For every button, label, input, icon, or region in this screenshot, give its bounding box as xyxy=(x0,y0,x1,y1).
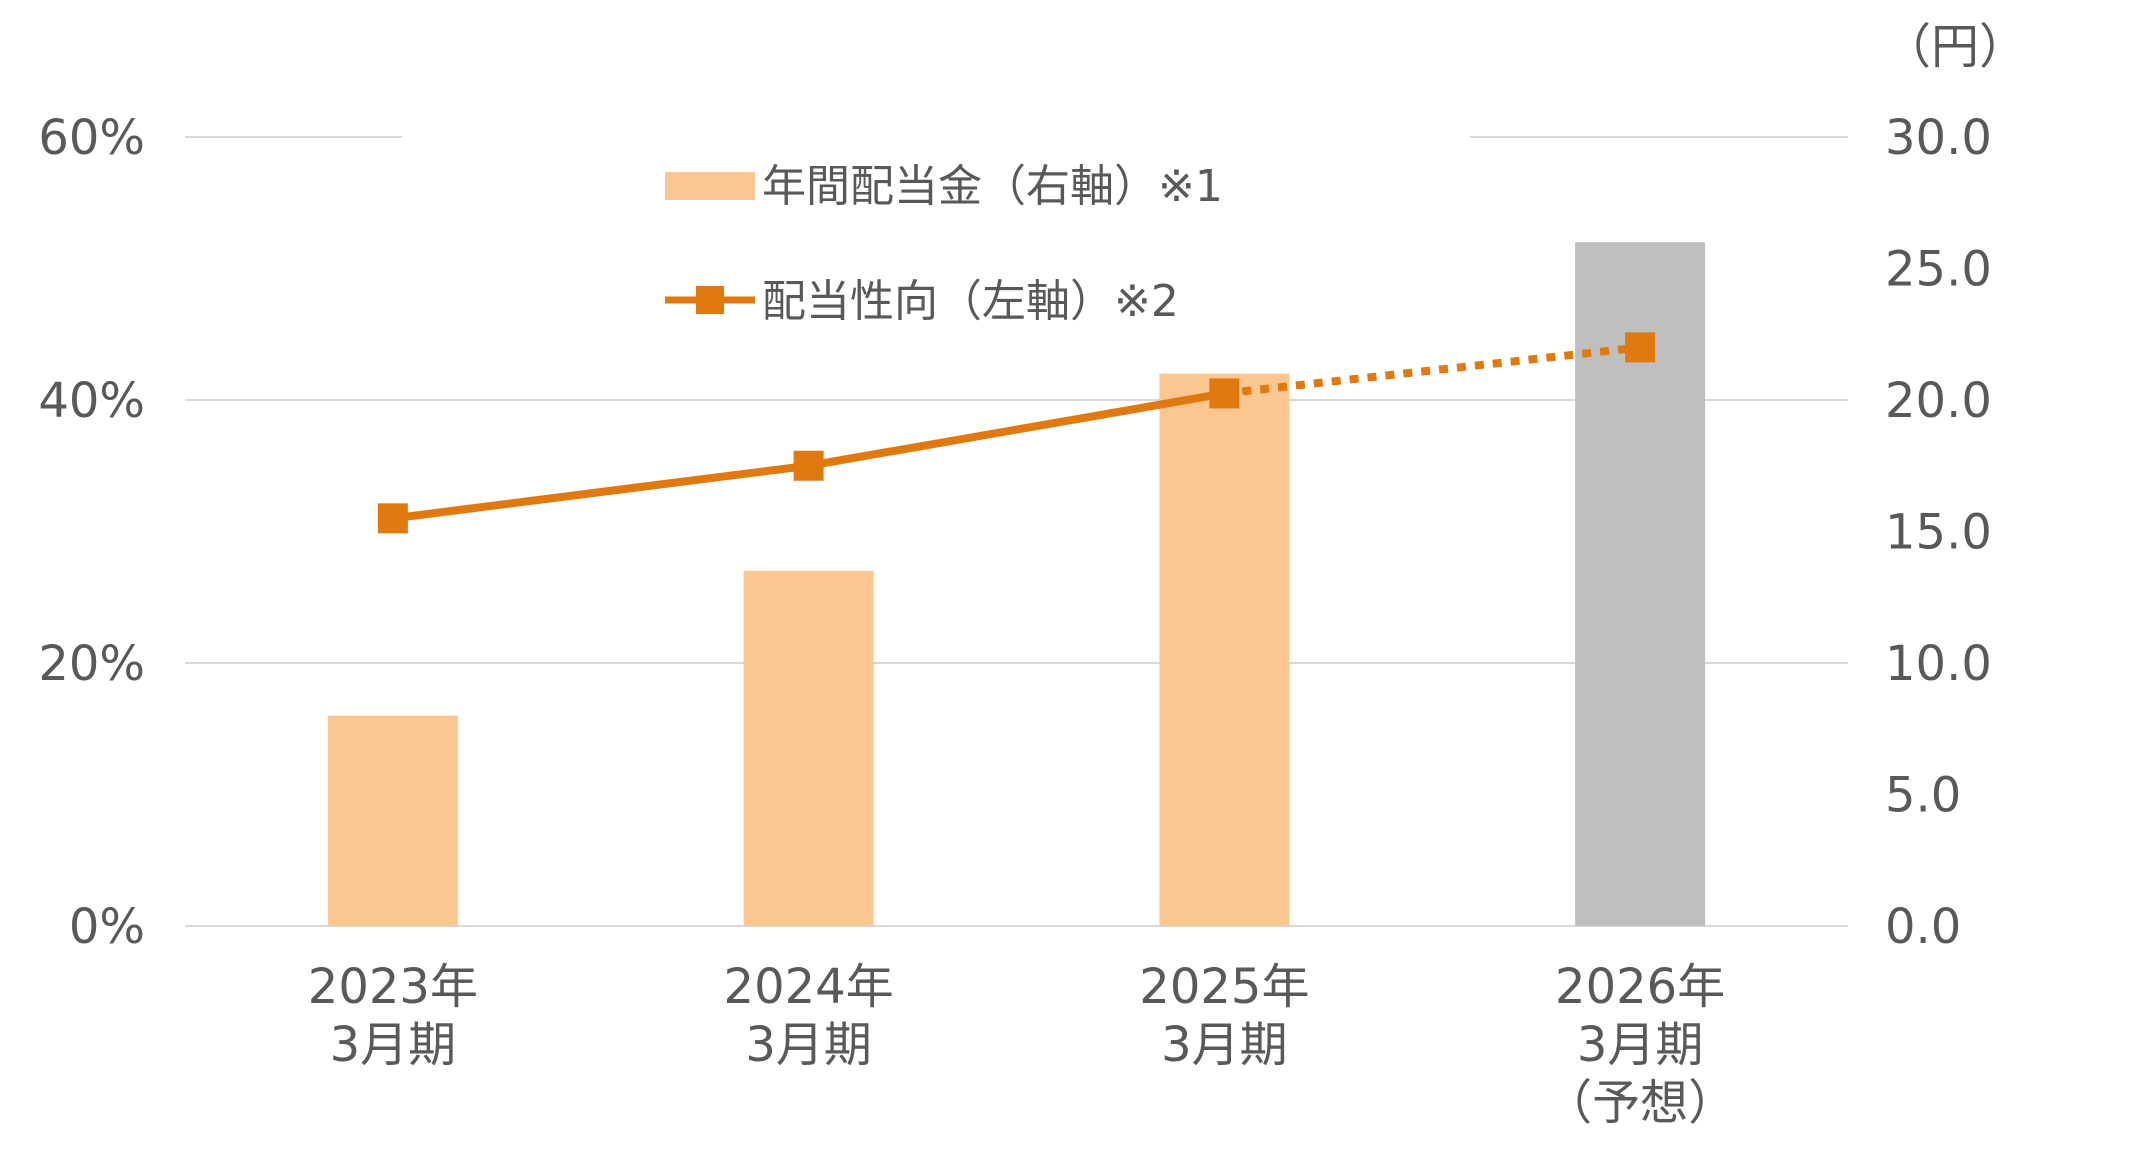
category-label: 3月期 xyxy=(1161,1017,1288,1073)
left-tick-label: 40% xyxy=(38,373,145,429)
right-tick-label: 20.0 xyxy=(1885,373,1992,429)
legend-bar-swatch xyxy=(665,172,755,200)
left-tick-label: 60% xyxy=(38,110,145,166)
left-tick-label: 20% xyxy=(38,636,145,692)
gridlines xyxy=(185,136,1848,927)
legend-line-label: 配当性向（左軸）※2 xyxy=(762,276,1179,327)
legend-line-marker xyxy=(696,286,724,314)
category-label: 2024年 xyxy=(724,959,894,1015)
payout-point xyxy=(1209,378,1240,409)
legend-bar-label: 年間配当金（右軸）※1 xyxy=(762,161,1223,212)
right-axis: （円） 0.0 5.0 10.0 15.0 20.0 25.0 30.0 xyxy=(1883,19,2027,955)
payout-point xyxy=(793,450,824,481)
dividend-bar xyxy=(1159,373,1290,926)
payout-line xyxy=(377,332,1656,534)
category-label: 3月期 xyxy=(330,1017,457,1073)
category-label: 2025年 xyxy=(1139,959,1309,1015)
right-tick-label: 10.0 xyxy=(1885,636,1992,692)
category-label: （予想） xyxy=(1544,1075,1736,1131)
right-tick-label: 15.0 xyxy=(1885,505,1992,561)
right-tick-label: 0.0 xyxy=(1885,899,1961,955)
left-tick-label: 0% xyxy=(69,899,145,955)
right-tick-label: 5.0 xyxy=(1885,768,1961,824)
bars xyxy=(327,242,1706,926)
payout-point xyxy=(377,503,408,534)
payout-point xyxy=(1625,332,1656,363)
right-tick-label: 25.0 xyxy=(1885,242,1992,298)
category-label: 2026年 xyxy=(1555,959,1725,1015)
left-axis: 0% 20% 40% 60% xyxy=(38,110,145,955)
category-label: 2023年 xyxy=(308,959,478,1015)
category-label: 3月期 xyxy=(745,1017,872,1073)
payout-line-forecast xyxy=(1223,343,1641,398)
category-label: 3月期 xyxy=(1577,1017,1704,1073)
legend: 年間配当金（右軸）※1 配当性向（左軸）※2 xyxy=(665,161,1223,327)
right-tick-label: 30.0 xyxy=(1885,110,1992,166)
dividend-bar xyxy=(327,715,458,926)
right-axis-unit: （円） xyxy=(1883,19,2027,75)
dividend-bar xyxy=(743,570,874,926)
